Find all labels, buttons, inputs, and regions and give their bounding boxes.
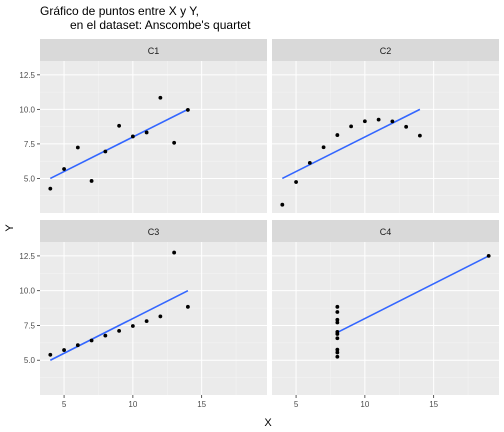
x-tick-label: 10	[128, 400, 137, 409]
facet-strip-label: C1	[148, 46, 160, 56]
y-axis-label: Y	[4, 224, 16, 232]
data-point	[335, 304, 340, 309]
data-point	[335, 133, 340, 137]
facet-panel-c1: C1 5.0 7.5 10.0 12.5	[19, 39, 267, 213]
data-point	[417, 133, 422, 138]
panel-background	[272, 242, 499, 395]
facet-strip-label: C4	[380, 227, 392, 237]
data-point	[335, 336, 340, 341]
data-point	[48, 352, 53, 357]
data-point	[62, 348, 66, 352]
regression-line	[336, 255, 490, 334]
x-tick-label: 15	[429, 400, 438, 409]
facet-panel-c3: C3 5.0 7.5 10.0 12.5 5 10 15	[19, 220, 267, 409]
data-point	[280, 202, 285, 207]
data-point	[307, 160, 312, 165]
facet-panel-c2: C2	[272, 39, 499, 213]
data-point	[103, 333, 108, 338]
data-point	[335, 332, 340, 336]
x-tick-label: 15	[197, 400, 206, 409]
y-tick-label: 7.5	[24, 321, 36, 330]
x-tick-label: 5	[294, 400, 299, 409]
data-point	[75, 343, 80, 348]
data-point	[158, 95, 163, 100]
panel-background	[40, 242, 267, 395]
x-tick-label: 10	[360, 400, 369, 409]
data-point	[390, 119, 395, 124]
x-tick-label: 5	[62, 400, 67, 409]
panel-background	[272, 61, 499, 213]
chart-title-line2: en el dataset: Anscombe's quartet	[70, 18, 251, 32]
data-point	[89, 179, 94, 183]
y-tick-label: 10.0	[19, 287, 35, 296]
facet-strip	[40, 220, 267, 242]
facet-strip-label: C2	[380, 46, 392, 56]
facet-strip	[272, 39, 499, 61]
x-axis-label: X	[264, 417, 272, 429]
data-point	[144, 130, 149, 135]
data-point	[158, 314, 163, 319]
data-point	[335, 347, 340, 352]
data-point	[335, 320, 340, 325]
data-point	[172, 140, 177, 145]
regression-line	[281, 108, 421, 180]
data-point	[62, 167, 66, 171]
data-point	[103, 149, 108, 154]
data-point	[48, 186, 53, 191]
facet-panel-c4: C4 5 10 15	[272, 220, 499, 409]
y-tick-label: 5.0	[24, 356, 36, 365]
data-point	[486, 254, 491, 258]
data-point	[117, 123, 122, 128]
data-point	[75, 145, 80, 150]
data-point	[376, 117, 381, 122]
data-point	[185, 108, 190, 112]
y-tick-label: 12.5	[19, 252, 35, 261]
data-point	[117, 328, 122, 333]
data-point	[404, 124, 409, 129]
data-point	[335, 317, 340, 322]
data-point	[362, 119, 367, 124]
y-tick-label: 5.0	[24, 174, 36, 183]
y-tick-label: 7.5	[24, 140, 36, 149]
regression-line	[49, 108, 189, 180]
y-tick-label: 10.0	[19, 105, 35, 114]
data-point	[349, 124, 354, 129]
panel-background	[40, 61, 267, 213]
chart-title-line1: Gráfico de puntos entre X y Y,	[40, 4, 199, 18]
data-point	[321, 145, 326, 150]
data-point	[144, 319, 149, 324]
data-point	[185, 304, 190, 309]
data-point	[335, 310, 340, 314]
data-point	[294, 180, 298, 184]
data-point	[89, 338, 94, 343]
facet-strip	[40, 39, 267, 61]
facet-strip	[272, 220, 499, 242]
data-point	[130, 134, 135, 139]
data-point	[172, 250, 177, 255]
data-point	[130, 324, 135, 328]
data-point	[335, 354, 340, 359]
y-tick-label: 12.5	[19, 71, 35, 80]
data-point	[335, 350, 340, 355]
facet-strip-label: C3	[148, 227, 160, 237]
regression-line	[49, 289, 189, 361]
